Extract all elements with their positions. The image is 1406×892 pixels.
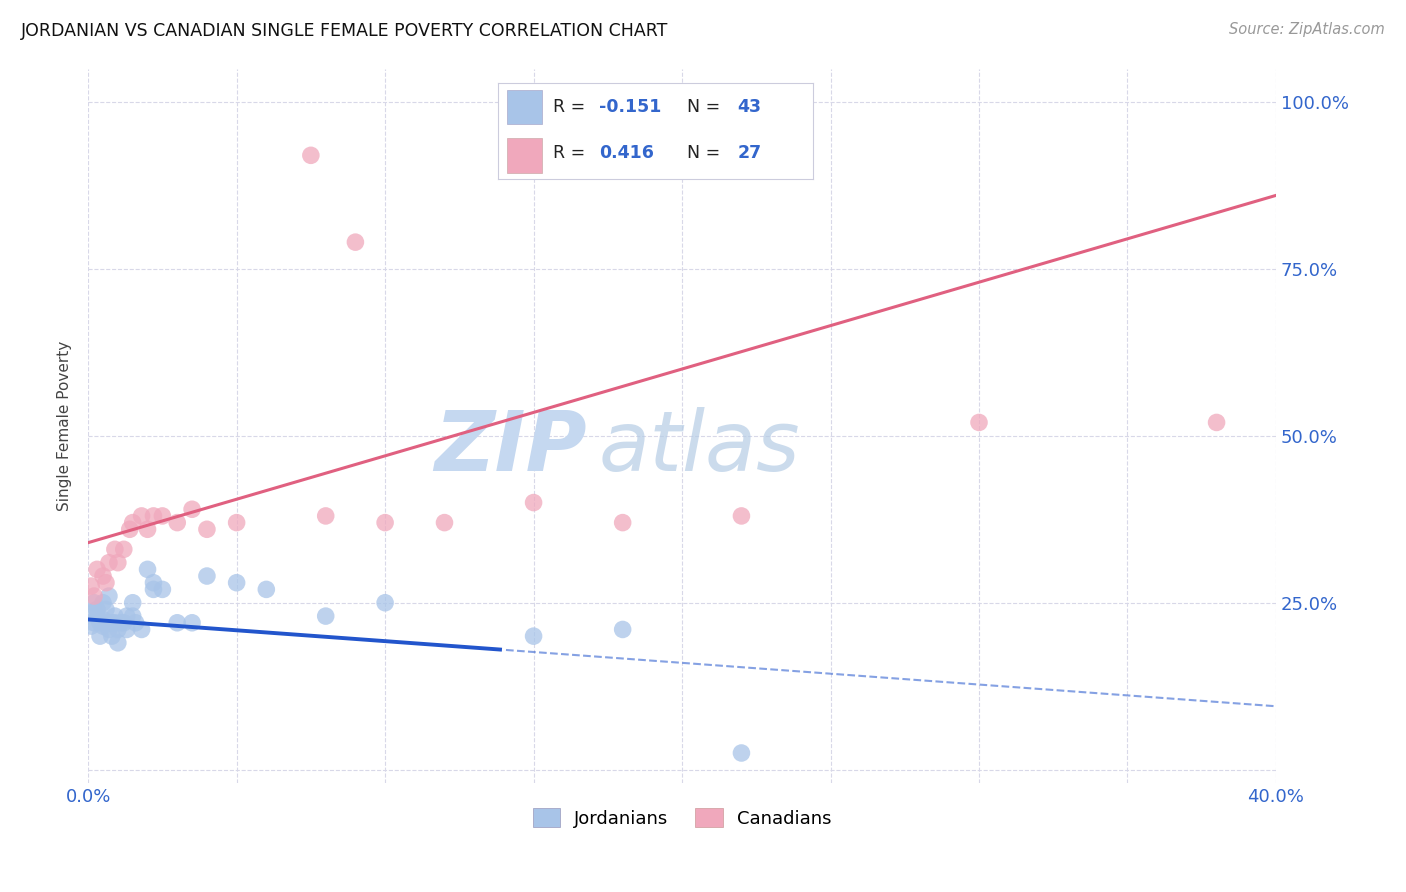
Canadians xyxy=(121,516,143,530)
Jordanians xyxy=(225,575,247,590)
Jordanians xyxy=(97,589,120,603)
Canadians xyxy=(142,508,165,523)
Jordanians xyxy=(150,582,173,597)
Text: atlas: atlas xyxy=(599,407,800,488)
Jordanians xyxy=(166,615,188,630)
Jordanians xyxy=(315,609,337,624)
Jordanians xyxy=(104,615,127,630)
Jordanians xyxy=(195,569,218,583)
Text: ZIP: ZIP xyxy=(434,407,588,488)
Jordanians xyxy=(142,575,165,590)
Canadians xyxy=(315,508,337,523)
Jordanians xyxy=(80,619,103,633)
Jordanians xyxy=(89,629,111,643)
Canadians xyxy=(299,148,322,162)
Jordanians xyxy=(131,623,153,637)
Canadians xyxy=(181,502,204,516)
Canadians xyxy=(112,542,135,557)
Jordanians xyxy=(136,562,159,576)
Canadians xyxy=(225,516,247,530)
Canadians xyxy=(730,508,752,523)
Jordanians xyxy=(83,596,105,610)
Canadians xyxy=(131,508,153,523)
Canadians xyxy=(612,516,634,530)
Canadians xyxy=(104,542,127,557)
Jordanians xyxy=(101,629,124,643)
Canadians xyxy=(94,575,117,590)
Jordanians xyxy=(121,596,143,610)
Text: Source: ZipAtlas.com: Source: ZipAtlas.com xyxy=(1229,22,1385,37)
Canadians xyxy=(83,589,105,603)
Canadians xyxy=(86,562,108,576)
Text: JORDANIAN VS CANADIAN SINGLE FEMALE POVERTY CORRELATION CHART: JORDANIAN VS CANADIAN SINGLE FEMALE POVE… xyxy=(21,22,668,40)
Jordanians xyxy=(112,615,135,630)
Canadians xyxy=(97,556,120,570)
Jordanians xyxy=(612,623,634,637)
Legend: Jordanians, Canadians: Jordanians, Canadians xyxy=(526,801,839,835)
Jordanians xyxy=(101,615,124,630)
Jordanians xyxy=(107,636,129,650)
Jordanians xyxy=(374,596,396,610)
Canadians xyxy=(967,416,990,430)
Canadians xyxy=(344,235,367,249)
Jordanians xyxy=(121,609,143,624)
Jordanians xyxy=(254,582,277,597)
Canadians xyxy=(195,522,218,536)
Canadians xyxy=(374,516,396,530)
Jordanians xyxy=(94,602,117,616)
Canadians xyxy=(433,516,456,530)
Jordanians xyxy=(523,629,546,643)
Y-axis label: Single Female Poverty: Single Female Poverty xyxy=(58,341,72,511)
Jordanians xyxy=(115,609,138,624)
Jordanians xyxy=(107,623,129,637)
Jordanians xyxy=(91,619,114,633)
Jordanians xyxy=(115,623,138,637)
Jordanians xyxy=(97,623,120,637)
Jordanians xyxy=(91,596,114,610)
Jordanians xyxy=(110,615,132,630)
Jordanians xyxy=(89,615,111,630)
Canadians xyxy=(118,522,141,536)
Jordanians xyxy=(86,609,108,624)
Jordanians xyxy=(86,602,108,616)
Jordanians xyxy=(94,615,117,630)
Jordanians xyxy=(83,615,105,630)
Canadians xyxy=(1205,416,1227,430)
Jordanians xyxy=(181,615,204,630)
Canadians xyxy=(166,516,188,530)
Jordanians xyxy=(104,609,127,624)
Jordanians xyxy=(91,612,114,626)
Canadians xyxy=(150,508,173,523)
Canadians xyxy=(136,522,159,536)
Canadians xyxy=(80,579,103,593)
Jordanians xyxy=(80,606,103,620)
Canadians xyxy=(107,556,129,570)
Jordanians xyxy=(142,582,165,597)
Jordanians xyxy=(730,746,752,760)
Jordanians xyxy=(124,615,146,630)
Canadians xyxy=(91,569,114,583)
Canadians xyxy=(523,495,546,509)
